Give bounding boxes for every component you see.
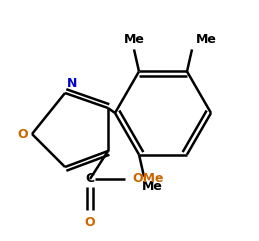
- Text: C: C: [85, 173, 95, 186]
- Text: Me: Me: [142, 180, 162, 193]
- Text: Me: Me: [196, 33, 217, 47]
- Text: Me: Me: [124, 33, 145, 47]
- Text: N: N: [67, 77, 77, 90]
- Text: O: O: [17, 127, 28, 141]
- Text: OMe: OMe: [132, 173, 164, 186]
- Text: O: O: [85, 216, 95, 229]
